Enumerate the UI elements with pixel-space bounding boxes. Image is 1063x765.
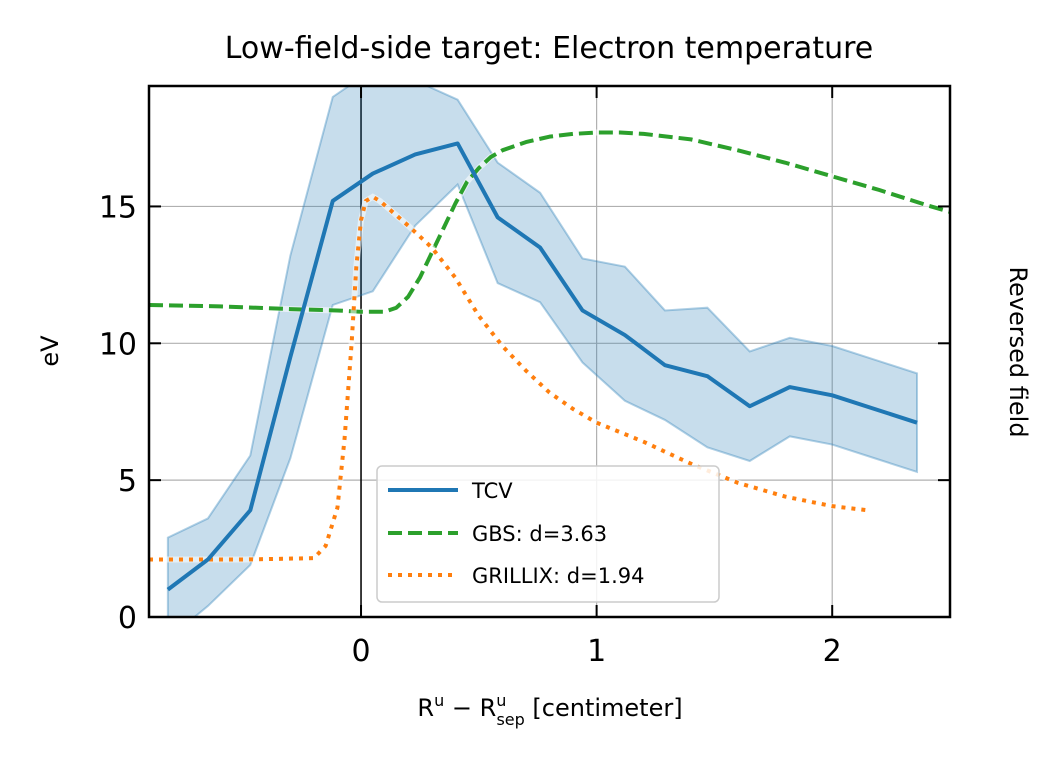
x-tick-label: 1 <box>587 634 606 669</box>
x-tick-label: 0 <box>351 634 370 669</box>
x-axis-label: Ru − Ru sep [centimeter] <box>417 691 682 729</box>
y-axis-label: eV <box>36 335 64 367</box>
series-line-grillix <box>149 194 868 562</box>
ticks: 0 1 2 0 5 10 15 <box>99 86 950 669</box>
series-line-tcv <box>166 141 918 592</box>
series-line-gbs <box>149 130 950 314</box>
plot-frame <box>147 84 952 619</box>
x-tick-label: 2 <box>823 634 842 669</box>
y-tick-label: 10 <box>99 327 137 362</box>
plot-area <box>149 86 950 617</box>
y-tick-label: 5 <box>118 464 137 499</box>
side-label: Reversed field <box>1004 266 1032 437</box>
y-tick-label: 15 <box>99 190 137 225</box>
chart-title: Low-field-side target: Electron temperat… <box>225 31 873 66</box>
legend-label-tcv: TCV <box>471 479 513 503</box>
legend-box <box>376 465 720 603</box>
legend-label-gbs: GBS: d=3.63 <box>472 522 607 546</box>
y-tick-label: 0 <box>118 601 137 636</box>
legend: TCV GBS: d=3.63 GRILLIX: d=1.94 <box>376 465 720 603</box>
legend-label-grillix: GRILLIX: d=1.94 <box>472 564 644 588</box>
